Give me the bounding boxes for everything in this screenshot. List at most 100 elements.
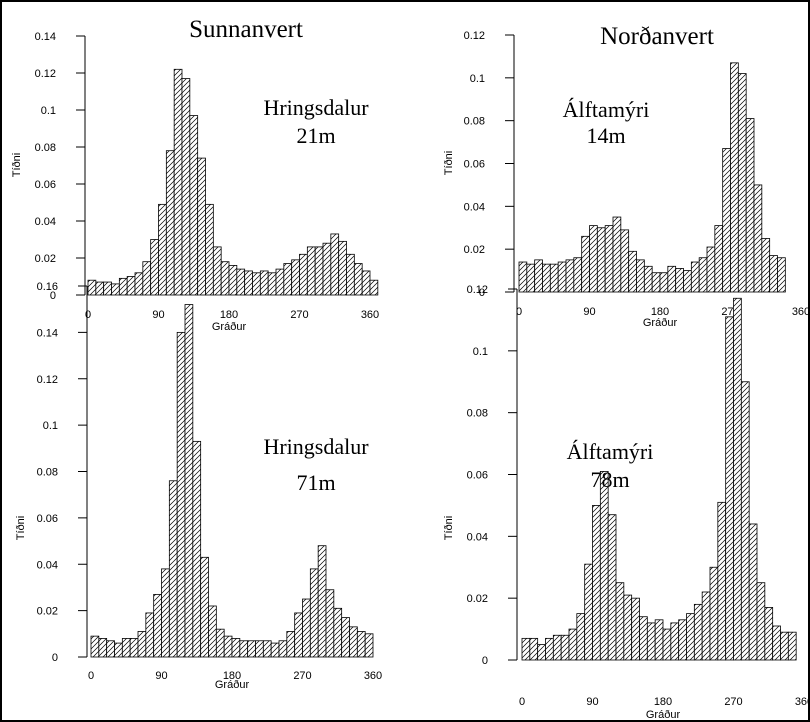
x-tick-label: 90	[583, 306, 595, 318]
x-tick-label: 180	[220, 309, 238, 321]
y-tick-label: 0.1	[43, 420, 58, 432]
histogram-bar	[255, 640, 264, 658]
histogram-bar	[678, 619, 687, 661]
histogram-bar	[667, 265, 677, 293]
histogram-bar	[205, 203, 214, 296]
y-tick-label: 0.08	[467, 408, 488, 420]
histogram-bar	[278, 640, 288, 658]
histogram-bar	[236, 268, 246, 296]
histogram-bar	[176, 331, 186, 658]
histogram-bar	[542, 263, 551, 293]
histogram-bar	[526, 263, 536, 293]
y-tick-label: 0.06	[35, 179, 56, 191]
x-tick-label: 0	[85, 309, 91, 321]
histogram-bar	[552, 634, 562, 661]
histogram-bar	[208, 605, 217, 658]
histogram-bar	[576, 613, 586, 661]
histogram-bar	[725, 316, 734, 661]
histogram-bar	[764, 607, 774, 661]
y-axis-label: Tíðni	[11, 153, 23, 177]
histogram-bar	[364, 633, 374, 658]
histogram-bar	[740, 381, 750, 661]
histogram-bar	[200, 556, 209, 658]
y-tick-label: 0	[482, 655, 488, 667]
histogram-bar	[134, 272, 144, 296]
y-tick-label: 0	[50, 290, 56, 302]
histogram-bar	[309, 568, 319, 658]
y-tick-label: 0.12	[467, 284, 488, 296]
histogram-bar	[121, 638, 131, 658]
histogram-bar	[192, 440, 202, 658]
histogram-bar	[745, 118, 755, 293]
y-tick-label: 0.08	[35, 142, 56, 154]
histogram-bar	[529, 637, 539, 661]
histogram-bar	[604, 225, 614, 293]
histogram-bar	[270, 642, 280, 658]
histogram-bar	[325, 589, 335, 658]
y-tick-label: 0.02	[37, 606, 58, 618]
histogram-bar	[106, 640, 115, 658]
histogram-bar	[596, 227, 606, 293]
y-tick-label: 0	[479, 287, 485, 299]
histogram-bar	[165, 150, 175, 296]
histogram-bar	[706, 246, 716, 293]
y-axis-label: Tíðni	[15, 516, 27, 540]
x-axis-label: Gráður	[643, 317, 678, 329]
histogram-bar	[769, 255, 778, 293]
y-tick-label: 0.02	[467, 593, 488, 605]
histogram-bar	[628, 250, 637, 293]
histogram-bar	[239, 640, 249, 658]
x-tick-label: 180	[651, 306, 669, 318]
histogram-bar	[780, 631, 789, 661]
histogram-bar	[341, 617, 350, 658]
y-tick-label: 0.04	[37, 559, 58, 571]
histogram-bar	[111, 283, 120, 296]
histogram-panel-4: 00.020.040.060.080.10.12090180270360Gráð…	[443, 284, 810, 721]
x-tick-label: 90	[586, 696, 598, 708]
histogram-bar	[317, 545, 327, 658]
histogram-bar	[361, 270, 371, 296]
histogram-bar	[643, 265, 653, 293]
histogram-bar	[153, 593, 162, 658]
y-tick-label: 0.16	[37, 281, 58, 293]
histogram-bar	[189, 115, 199, 296]
histogram-bar	[730, 62, 739, 293]
histogram-bar	[709, 566, 719, 661]
y-tick-label: 0.12	[464, 30, 485, 42]
histogram-bar	[322, 242, 332, 296]
site-name-label: Álftamýri	[567, 439, 654, 464]
histogram-bar	[748, 523, 758, 661]
histogram-bar	[683, 270, 692, 293]
histogram-bar	[565, 259, 575, 293]
y-tick-label: 0.04	[35, 216, 56, 228]
histogram-bar	[573, 257, 583, 293]
histogram-bar	[537, 644, 546, 661]
histogram-bar	[772, 625, 781, 661]
y-axis-label: Tíðni	[443, 151, 455, 175]
histogram-bar	[212, 246, 222, 296]
histogram-bar	[518, 261, 528, 293]
histogram-bar	[223, 635, 233, 658]
histogram-bar	[137, 631, 147, 658]
x-tick-label: 90	[152, 309, 164, 321]
histogram-bar	[722, 148, 731, 293]
histogram-bar	[338, 240, 347, 296]
height-label: 71m	[296, 470, 335, 495]
histogram-bar	[126, 276, 136, 296]
site-name-label: Hringsdalur	[263, 95, 369, 120]
histogram-bar	[623, 594, 633, 661]
histogram-bar	[549, 263, 559, 293]
x-tick-label: 270	[724, 696, 742, 708]
x-tick-label: 180	[223, 670, 241, 682]
y-tick-label: 0.1	[470, 73, 485, 85]
x-tick-label: 0	[88, 670, 94, 682]
histogram-bar	[87, 279, 97, 296]
histogram-bar	[252, 272, 261, 296]
histogram-bar	[557, 261, 567, 293]
histogram-bar	[306, 246, 316, 296]
histogram-bar	[95, 281, 105, 296]
histogram-bar	[646, 622, 656, 661]
y-tick-label: 0.04	[467, 531, 488, 543]
histogram-bar	[615, 582, 625, 661]
